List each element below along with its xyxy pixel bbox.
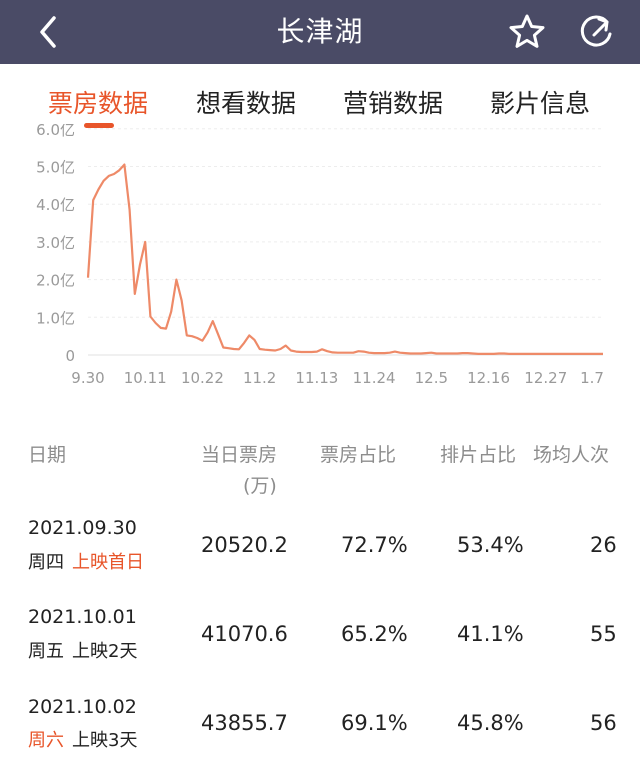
row-screening: 41.1% xyxy=(457,622,524,646)
col-header-share: 票房占比 xyxy=(320,444,397,466)
refresh-share-icon xyxy=(580,15,612,47)
x-tick-label: 1.7 xyxy=(580,369,604,387)
row-date: 2021.10.01 xyxy=(28,606,137,628)
y-tick-label: 0 xyxy=(65,347,75,365)
y-tick-label: 5.0亿 xyxy=(36,159,75,177)
row-share: 69.1% xyxy=(341,711,408,735)
col-header-box-office: 当日票房 xyxy=(201,444,278,466)
row-date: 2021.09.30 xyxy=(28,517,137,539)
page-title: 长津湖 xyxy=(276,15,364,48)
row-box-office: 20520.2 xyxy=(201,533,288,557)
tab-want-to-see[interactable]: 想看数据 xyxy=(196,89,297,118)
x-tick-label: 11.24 xyxy=(353,369,396,387)
active-tab-indicator xyxy=(84,123,114,128)
row-date: 2021.10.02 xyxy=(28,696,137,718)
x-tick-label: 10.11 xyxy=(124,369,167,387)
row-avg: 26 xyxy=(590,533,617,557)
x-tick-label: 10.22 xyxy=(181,369,224,387)
nav-bar: 长津湖 xyxy=(0,0,640,64)
row-avg: 56 xyxy=(590,711,617,735)
favorite-button[interactable] xyxy=(505,10,549,54)
row-avg: 55 xyxy=(590,622,617,646)
y-tick-label: 4.0亿 xyxy=(36,196,75,214)
row-weekday: 周六 xyxy=(28,730,64,751)
tab-marketing[interactable]: 营销数据 xyxy=(343,89,444,118)
y-tick-label: 2.0亿 xyxy=(36,272,75,290)
row-box-office: 43855.7 xyxy=(201,711,288,735)
box-office-line-chart: 0 1.0亿 2.0亿 3.0亿 4.0亿 5.0亿 6.0亿 9.30 10.11 10.22… xyxy=(36,124,604,387)
x-tick-label: 12.5 xyxy=(415,369,448,387)
row-weekday: 周五 xyxy=(28,641,64,662)
y-tick-label: 6.0亿 xyxy=(36,124,75,139)
y-tick-label: 3.0亿 xyxy=(36,234,75,252)
row-box-office: 41070.6 xyxy=(201,622,288,646)
x-tick-label: 11.2 xyxy=(243,369,276,387)
row-weekday: 周四 xyxy=(28,552,64,573)
row-share: 65.2% xyxy=(341,622,408,646)
row-release-day: 上映3天 xyxy=(72,730,138,751)
tab-box-office[interactable]: 票房数据 xyxy=(48,89,149,118)
star-outline-icon xyxy=(509,14,545,48)
col-header-screening: 排片占比 xyxy=(440,444,517,466)
row-release-day: 上映首日 xyxy=(72,552,144,573)
back-button[interactable] xyxy=(30,12,70,52)
col-header-unit: (万) xyxy=(243,475,277,497)
tab-bar: 票房数据 想看数据 营销数据 影片信息 xyxy=(0,64,640,132)
x-tick-label: 12.16 xyxy=(467,369,510,387)
row-release-day: 上映2天 xyxy=(72,641,138,662)
col-header-date: 日期 xyxy=(28,444,67,466)
row-share: 72.7% xyxy=(341,533,408,557)
y-tick-label: 1.0亿 xyxy=(36,309,75,327)
tab-film-info[interactable]: 影片信息 xyxy=(490,89,591,118)
share-button[interactable] xyxy=(574,10,618,54)
x-tick-label: 9.30 xyxy=(71,369,104,387)
box-office-series-line xyxy=(86,163,603,355)
chevron-left-icon xyxy=(40,16,56,48)
col-header-avg: 场均人次 xyxy=(533,444,610,466)
row-screening: 53.4% xyxy=(457,533,524,557)
x-tick-label: 12.27 xyxy=(524,369,567,387)
x-tick-label: 11.13 xyxy=(295,369,338,387)
row-screening: 45.8% xyxy=(457,711,524,735)
